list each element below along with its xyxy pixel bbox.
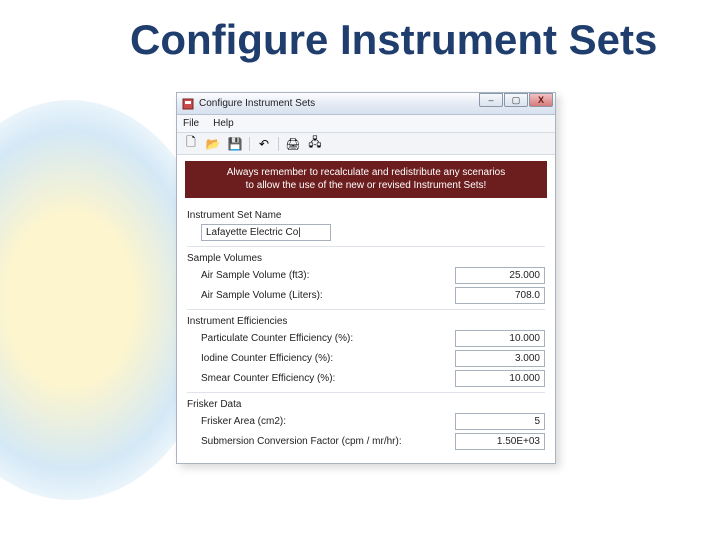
undo-icon[interactable]: ↶ — [256, 136, 272, 152]
submersion-factor-input[interactable]: 1.50E+03 — [455, 433, 545, 450]
minimize-button[interactable]: – — [479, 93, 503, 107]
toolbar-separator — [249, 137, 250, 151]
menu-help[interactable]: Help — [213, 118, 234, 129]
window-controls: – ▢ X — [478, 93, 553, 109]
window-title: Configure Instrument Sets — [199, 98, 315, 109]
refresh-icon[interactable]: 🖧 — [307, 136, 323, 152]
app-window: Configure Instrument Sets – ▢ X File Hel… — [176, 92, 556, 464]
row-smear-eff: Smear Counter Efficiency (%): 10.000 — [187, 370, 545, 387]
row-air-ft3: Air Sample Volume (ft3): 25.000 — [187, 267, 545, 284]
section-name-label: Instrument Set Name — [187, 210, 545, 221]
form-area: Instrument Set Name Lafayette Electric C… — [177, 202, 555, 463]
row-particulate-eff: Particulate Counter Efficiency (%): 10.0… — [187, 330, 545, 347]
section-eff-label: Instrument Efficiencies — [187, 316, 545, 327]
section-volumes-label: Sample Volumes — [187, 253, 545, 264]
print-icon[interactable]: 🖨 — [285, 136, 301, 152]
particulate-eff-input[interactable]: 10.000 — [455, 330, 545, 347]
banner-line2: to allow the use of the new or revised I… — [246, 180, 487, 191]
menubar: File Help — [177, 115, 555, 133]
new-icon[interactable]: 🗋 — [183, 136, 199, 152]
section-frisker-label: Frisker Data — [187, 399, 545, 410]
row-submersion-factor: Submersion Conversion Factor (cpm / mr/h… — [187, 433, 545, 450]
row-iodine-eff: Iodine Counter Efficiency (%): 3.000 — [187, 350, 545, 367]
frisker-area-label: Frisker Area (cm2): — [187, 416, 455, 427]
app-icon — [181, 97, 195, 111]
banner-line1: Always remember to recalculate and redis… — [227, 167, 505, 178]
smear-eff-input[interactable]: 10.000 — [455, 370, 545, 387]
iodine-eff-label: Iodine Counter Efficiency (%): — [187, 353, 455, 364]
instrument-set-name-input[interactable]: Lafayette Electric Co| — [201, 224, 331, 241]
close-button[interactable]: X — [529, 93, 553, 107]
air-ft3-input[interactable]: 25.000 — [455, 267, 545, 284]
smear-eff-label: Smear Counter Efficiency (%): — [187, 373, 455, 384]
menu-file[interactable]: File — [183, 118, 199, 129]
maximize-button[interactable]: ▢ — [504, 93, 528, 107]
open-icon[interactable]: 📂 — [205, 136, 221, 152]
submersion-factor-label: Submersion Conversion Factor (cpm / mr/h… — [187, 436, 455, 447]
air-liters-input[interactable]: 708.0 — [455, 287, 545, 304]
warning-banner: Always remember to recalculate and redis… — [185, 161, 547, 198]
row-frisker-area: Frisker Area (cm2): 5 — [187, 413, 545, 430]
divider — [187, 309, 545, 310]
row-air-liters: Air Sample Volume (Liters): 708.0 — [187, 287, 545, 304]
iodine-eff-input[interactable]: 3.000 — [455, 350, 545, 367]
slide-title: Configure Instrument Sets — [130, 18, 657, 62]
frisker-area-input[interactable]: 5 — [455, 413, 545, 430]
titlebar: Configure Instrument Sets – ▢ X — [177, 93, 555, 115]
toolbar-separator — [278, 137, 279, 151]
divider — [187, 246, 545, 247]
air-ft3-label: Air Sample Volume (ft3): — [187, 270, 455, 281]
toolbar: 🗋 📂 💾 ↶ 🖨 🖧 — [177, 133, 555, 155]
air-liters-label: Air Sample Volume (Liters): — [187, 290, 455, 301]
save-icon[interactable]: 💾 — [227, 136, 243, 152]
particulate-eff-label: Particulate Counter Efficiency (%): — [187, 333, 455, 344]
divider — [187, 392, 545, 393]
